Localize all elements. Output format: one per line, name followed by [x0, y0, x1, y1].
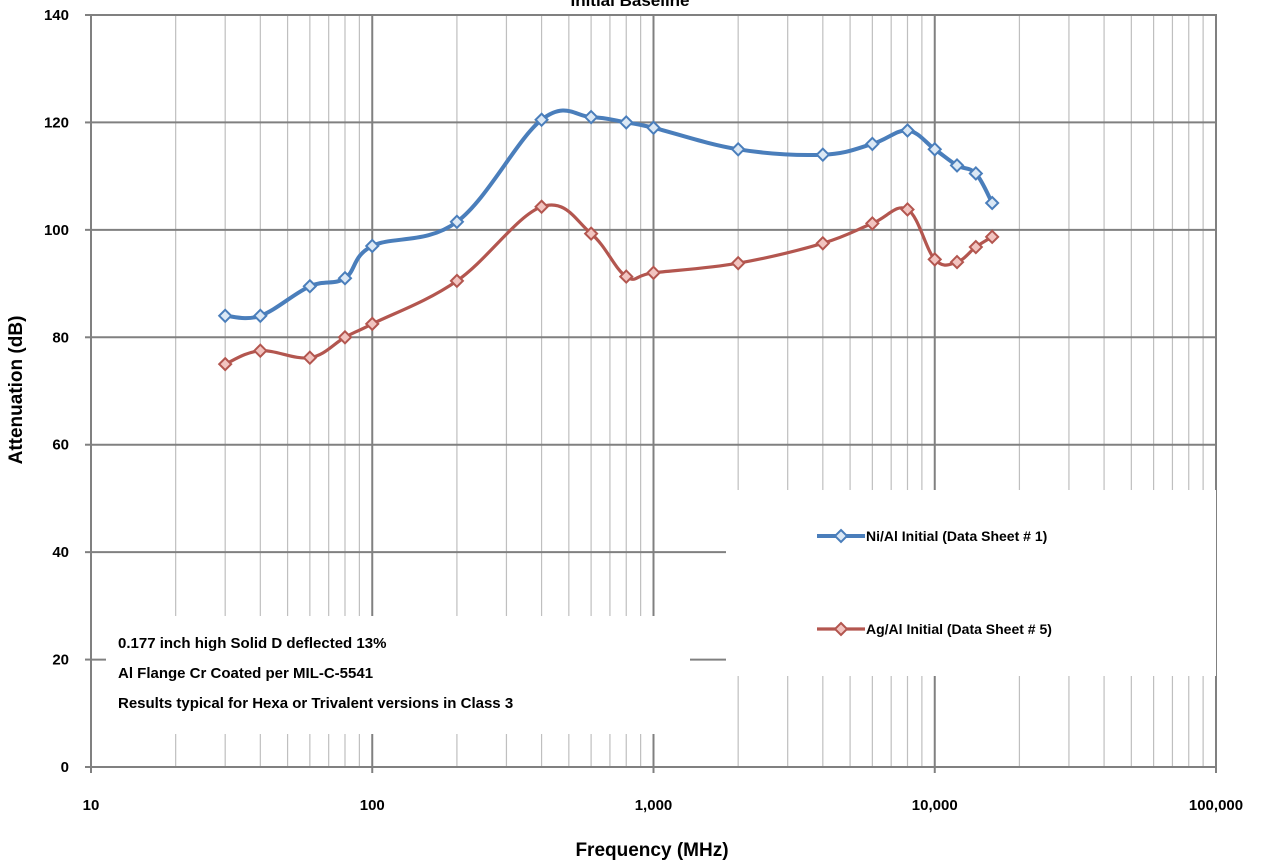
- y-tick-label: 20: [52, 652, 69, 669]
- data-point: [583, 109, 599, 125]
- data-point: [815, 147, 831, 163]
- series-2: [217, 199, 1000, 372]
- x-tick-label: 1,000: [635, 797, 673, 814]
- data-point: [984, 195, 1000, 211]
- series-line: [223, 203, 994, 366]
- data-point: [618, 115, 634, 130]
- annotation-line-1: 0.177 inch high Solid D deflected 13%: [118, 635, 386, 652]
- data-point: [815, 235, 831, 251]
- data-point: [864, 136, 880, 152]
- annotation-line-3: Results typical for Hexa or Trivalent ve…: [118, 695, 513, 712]
- x-axis-label: Frequency (MHz): [575, 840, 728, 861]
- data-point: [534, 199, 549, 215]
- y-tick-label: 120: [44, 114, 69, 131]
- legend-label: Ni/Al Initial (Data Sheet # 1): [866, 528, 1047, 544]
- data-point: [449, 273, 465, 289]
- legend: Ni/Al Initial (Data Sheet # 1) Ag/Al Init…: [726, 490, 1216, 676]
- data-point: [730, 255, 746, 271]
- x-tick-label: 100: [360, 797, 385, 814]
- data-point: [302, 350, 318, 366]
- y-tick-label: 100: [44, 222, 69, 239]
- data-point: [646, 265, 661, 281]
- annotation-background: [106, 616, 690, 734]
- data-point: [302, 278, 318, 294]
- data-point: [364, 238, 380, 254]
- data-point: [252, 343, 268, 359]
- data-point: [217, 308, 233, 324]
- chart-title: Initial Baseline: [570, 0, 689, 10]
- data-point: [900, 202, 915, 217]
- legend-marker: [833, 621, 849, 637]
- data-point: [968, 239, 984, 255]
- data-point: [217, 356, 233, 372]
- x-tick-label: 10: [83, 797, 100, 814]
- legend-background: [726, 490, 1216, 676]
- y-tick-label: 140: [44, 7, 69, 24]
- data-point: [534, 112, 549, 128]
- data-point: [927, 141, 943, 157]
- data-point: [900, 123, 915, 138]
- y-tick-label: 80: [52, 329, 69, 346]
- data-point: [583, 226, 599, 242]
- series-layer: [217, 108, 1000, 372]
- legend-marker: [833, 528, 849, 544]
- x-tick-label: 100,000: [1189, 797, 1243, 814]
- data-point: [337, 329, 353, 345]
- data-point: [646, 120, 661, 136]
- data-point: [984, 229, 1000, 245]
- series-1: [217, 108, 1000, 324]
- x-axis-ticks: 10 100 1,000 10,000 100,000: [83, 767, 1243, 814]
- data-point: [949, 254, 965, 270]
- data-point: [927, 251, 943, 267]
- data-point: [968, 166, 984, 181]
- legend-label: Ag/Al Initial (Data Sheet # 5): [866, 621, 1052, 637]
- data-point: [449, 214, 465, 230]
- y-tick-label: 60: [52, 437, 69, 454]
- data-point: [252, 308, 268, 324]
- y-tick-label: 0: [61, 759, 69, 776]
- data-point: [364, 316, 380, 332]
- data-point: [949, 157, 965, 173]
- annotation-line-2: Al Flange Cr Coated per MIL-C-5541: [118, 665, 373, 682]
- data-point: [618, 269, 634, 285]
- data-point: [337, 270, 353, 286]
- y-axis-ticks: 0 20 40 60 80 100 120 140: [44, 7, 91, 776]
- annotation-box: 0.177 inch high Solid D deflected 13% Al…: [106, 616, 690, 734]
- y-tick-label: 40: [52, 544, 69, 561]
- data-point: [730, 141, 746, 157]
- x-tick-label: 10,000: [912, 797, 958, 814]
- data-point: [864, 215, 880, 231]
- y-axis-label: Attenuation (dB): [6, 316, 27, 465]
